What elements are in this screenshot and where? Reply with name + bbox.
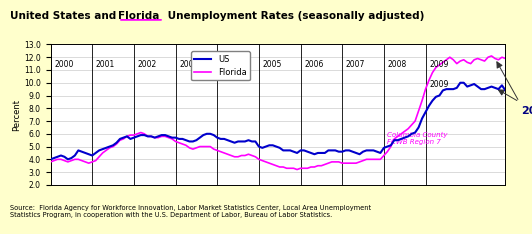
Text: 2009: 2009 bbox=[429, 60, 448, 69]
Text: United States and: United States and bbox=[10, 11, 120, 21]
Text: Unemployment Rates (seasonally adjusted): Unemployment Rates (seasonally adjusted) bbox=[164, 11, 424, 21]
Text: Columbia County
FCWB Region 7: Columbia County FCWB Region 7 bbox=[387, 132, 448, 145]
Text: 2007: 2007 bbox=[346, 60, 365, 69]
Text: 2006: 2006 bbox=[304, 60, 323, 69]
Text: 2004: 2004 bbox=[221, 60, 240, 69]
Text: 2010: 2010 bbox=[521, 106, 532, 116]
Y-axis label: Percent: Percent bbox=[12, 99, 21, 131]
Text: Source:  Florida Agency for Workforce Innovation, Labor Market Statistics Center: Source: Florida Agency for Workforce Inn… bbox=[10, 205, 371, 218]
Text: 2009: 2009 bbox=[429, 80, 448, 89]
Text: 2000: 2000 bbox=[54, 60, 73, 69]
Text: 2001: 2001 bbox=[96, 60, 115, 69]
Text: 2008: 2008 bbox=[387, 60, 406, 69]
Text: Florida: Florida bbox=[118, 11, 160, 21]
Text: 2005: 2005 bbox=[262, 60, 282, 69]
Text: 2002: 2002 bbox=[137, 60, 156, 69]
Legend: US, Florida: US, Florida bbox=[191, 51, 250, 80]
Text: 2003: 2003 bbox=[179, 60, 198, 69]
